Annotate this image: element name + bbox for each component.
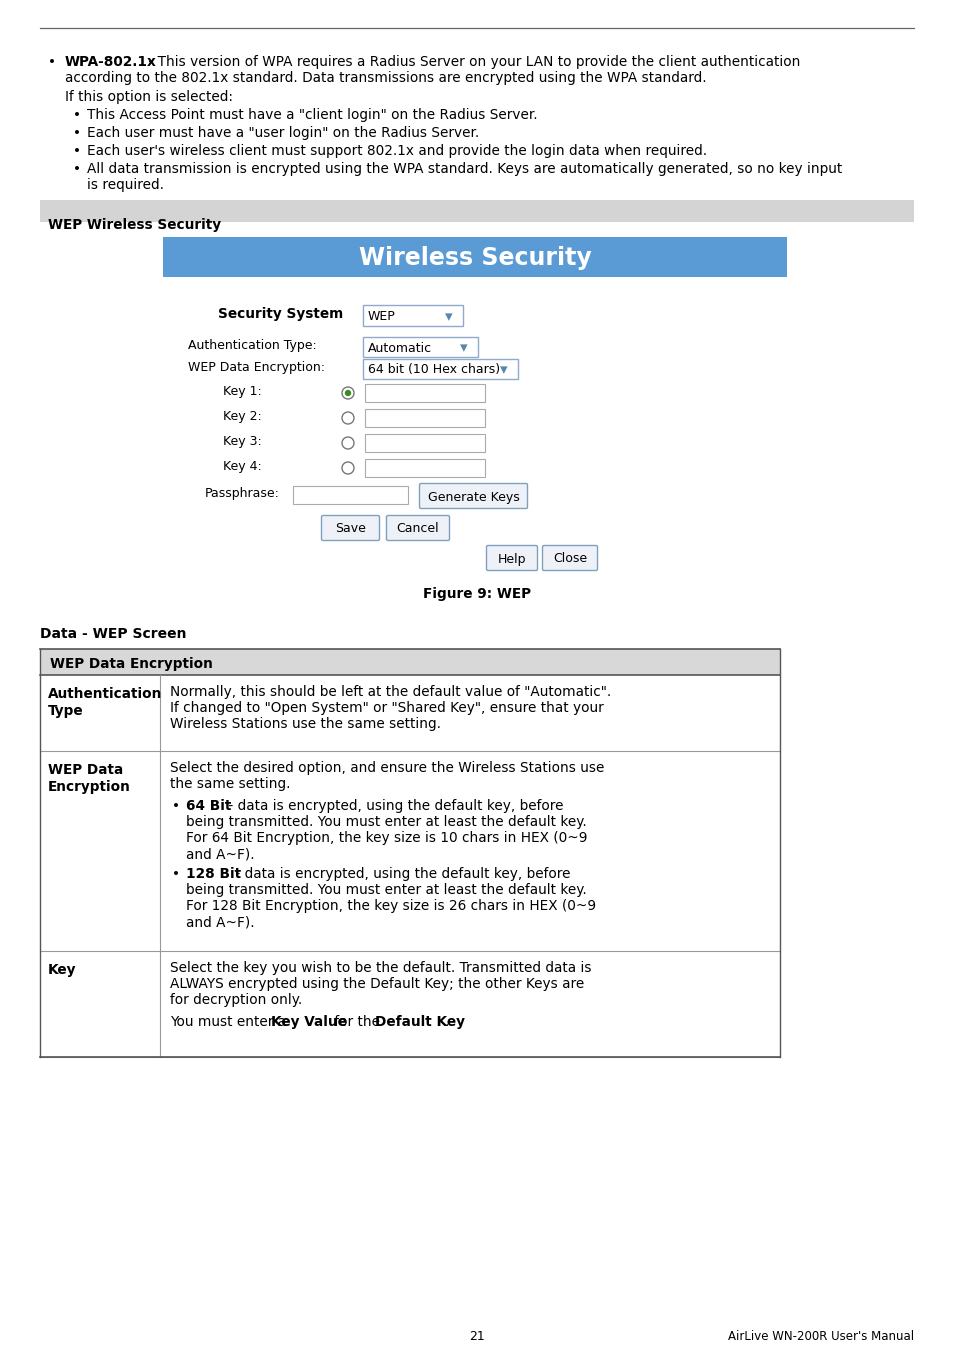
Text: Select the key you wish to be the default. Transmitted data is: Select the key you wish to be the defaul… <box>170 961 591 975</box>
Text: being transmitted. You must enter at least the default key.: being transmitted. You must enter at lea… <box>186 815 586 829</box>
Text: and A~F).: and A~F). <box>186 915 254 929</box>
Bar <box>365 459 484 477</box>
Bar <box>40 200 913 221</box>
Bar <box>365 409 484 427</box>
Text: Cancel: Cancel <box>396 522 438 536</box>
Text: For 64 Bit Encryption, the key size is 10 chars in HEX (0~9: For 64 Bit Encryption, the key size is 1… <box>186 832 587 845</box>
Text: WEP: WEP <box>368 310 395 323</box>
Bar <box>365 433 484 452</box>
Text: •: • <box>48 55 56 69</box>
FancyBboxPatch shape <box>386 516 449 540</box>
Text: ▾: ▾ <box>459 340 467 355</box>
Text: •: • <box>73 108 81 122</box>
Text: Key 3:: Key 3: <box>223 435 261 448</box>
Text: the same setting.: the same setting. <box>170 778 291 791</box>
Text: Select the desired option, and ensure the Wireless Stations use: Select the desired option, and ensure th… <box>170 761 604 775</box>
Bar <box>363 338 477 356</box>
Circle shape <box>341 462 354 474</box>
Circle shape <box>344 390 351 396</box>
Text: 64 bit (10 Hex chars): 64 bit (10 Hex chars) <box>368 363 499 377</box>
Text: Each user's wireless client must support 802.1x and provide the login data when : Each user's wireless client must support… <box>87 144 706 158</box>
Text: Wireless Security: Wireless Security <box>358 246 591 270</box>
Text: Wireless Stations use the same setting.: Wireless Stations use the same setting. <box>170 717 440 730</box>
Text: Passphrase:: Passphrase: <box>205 487 279 500</box>
FancyBboxPatch shape <box>486 545 537 571</box>
Text: AirLive WN-200R User's Manual: AirLive WN-200R User's Manual <box>727 1330 913 1343</box>
FancyBboxPatch shape <box>321 516 379 540</box>
FancyBboxPatch shape <box>542 545 597 571</box>
Text: Key Value: Key Value <box>271 1015 347 1029</box>
Text: according to the 802.1x standard. Data transmissions are encrypted using the WPA: according to the 802.1x standard. Data t… <box>65 72 706 85</box>
Text: Normally, this should be left at the default value of "Automatic".: Normally, this should be left at the def… <box>170 684 611 699</box>
Text: ▾: ▾ <box>444 309 452 324</box>
Bar <box>363 359 517 379</box>
Circle shape <box>341 387 354 400</box>
Text: Security System: Security System <box>218 306 343 321</box>
Text: •: • <box>172 867 180 882</box>
Text: Data - WEP Screen: Data - WEP Screen <box>40 626 186 641</box>
Text: Figure 9: WEP: Figure 9: WEP <box>422 587 531 601</box>
Text: All data transmission is encrypted using the WPA standard. Keys are automaticall: All data transmission is encrypted using… <box>87 162 841 176</box>
Text: Type: Type <box>48 703 84 718</box>
Text: Default Key: Default Key <box>375 1015 464 1029</box>
Text: .: . <box>444 1015 449 1029</box>
Text: for the: for the <box>330 1015 384 1029</box>
Text: WEP Data Encryption: WEP Data Encryption <box>50 657 213 671</box>
Text: is required.: is required. <box>87 178 164 192</box>
Text: You must enter a: You must enter a <box>170 1015 291 1029</box>
Text: Authentication: Authentication <box>48 687 162 701</box>
Text: Key 1:: Key 1: <box>223 385 261 398</box>
Text: - This version of WPA requires a Radius Server on your LAN to provide the client: - This version of WPA requires a Radius … <box>144 55 800 69</box>
Text: Automatic: Automatic <box>368 342 432 355</box>
Bar <box>163 238 786 277</box>
Text: ▾: ▾ <box>499 363 507 378</box>
Text: Encryption: Encryption <box>48 780 131 794</box>
Text: •: • <box>73 144 81 158</box>
Circle shape <box>341 412 354 424</box>
Text: - data is encrypted, using the default key, before: - data is encrypted, using the default k… <box>224 799 563 813</box>
Text: •: • <box>73 126 81 140</box>
Text: Generate Keys: Generate Keys <box>427 490 518 504</box>
Text: WEP Wireless Security: WEP Wireless Security <box>48 217 221 232</box>
Text: Close: Close <box>553 552 586 566</box>
Circle shape <box>341 437 354 450</box>
Text: and A~F).: and A~F). <box>186 846 254 861</box>
Text: If this option is selected:: If this option is selected: <box>65 90 233 104</box>
Text: This Access Point must have a "client login" on the Radius Server.: This Access Point must have a "client lo… <box>87 108 537 122</box>
Text: Key 2:: Key 2: <box>223 410 261 423</box>
Text: For 128 Bit Encryption, the key size is 26 chars in HEX (0~9: For 128 Bit Encryption, the key size is … <box>186 899 596 913</box>
Text: for decryption only.: for decryption only. <box>170 994 302 1007</box>
Text: WEP Data: WEP Data <box>48 763 123 778</box>
Text: If changed to "Open System" or "Shared Key", ensure that your: If changed to "Open System" or "Shared K… <box>170 701 603 716</box>
Text: Help: Help <box>497 552 526 566</box>
Text: Each user must have a "user login" on the Radius Server.: Each user must have a "user login" on th… <box>87 126 478 140</box>
Text: Authentication Type:: Authentication Type: <box>188 339 316 352</box>
Text: Save: Save <box>335 522 366 536</box>
Text: Key: Key <box>48 963 76 977</box>
Text: - data is encrypted, using the default key, before: - data is encrypted, using the default k… <box>231 867 570 882</box>
Bar <box>40 649 780 675</box>
Text: ALWAYS encrypted using the Default Key; the other Keys are: ALWAYS encrypted using the Default Key; … <box>170 977 583 991</box>
Text: being transmitted. You must enter at least the default key.: being transmitted. You must enter at lea… <box>186 883 586 896</box>
Text: Key 4:: Key 4: <box>223 460 261 472</box>
Text: 128 Bit: 128 Bit <box>186 867 241 882</box>
Bar <box>363 305 462 325</box>
FancyBboxPatch shape <box>419 483 527 509</box>
Text: WEP Data Encryption:: WEP Data Encryption: <box>188 360 325 374</box>
Text: •: • <box>172 799 180 813</box>
Bar <box>293 486 408 504</box>
Text: WPA-802.1x: WPA-802.1x <box>65 55 156 69</box>
Text: •: • <box>73 162 81 176</box>
Text: 64 Bit: 64 Bit <box>186 799 232 813</box>
Text: 21: 21 <box>469 1330 484 1343</box>
Bar <box>365 383 484 402</box>
